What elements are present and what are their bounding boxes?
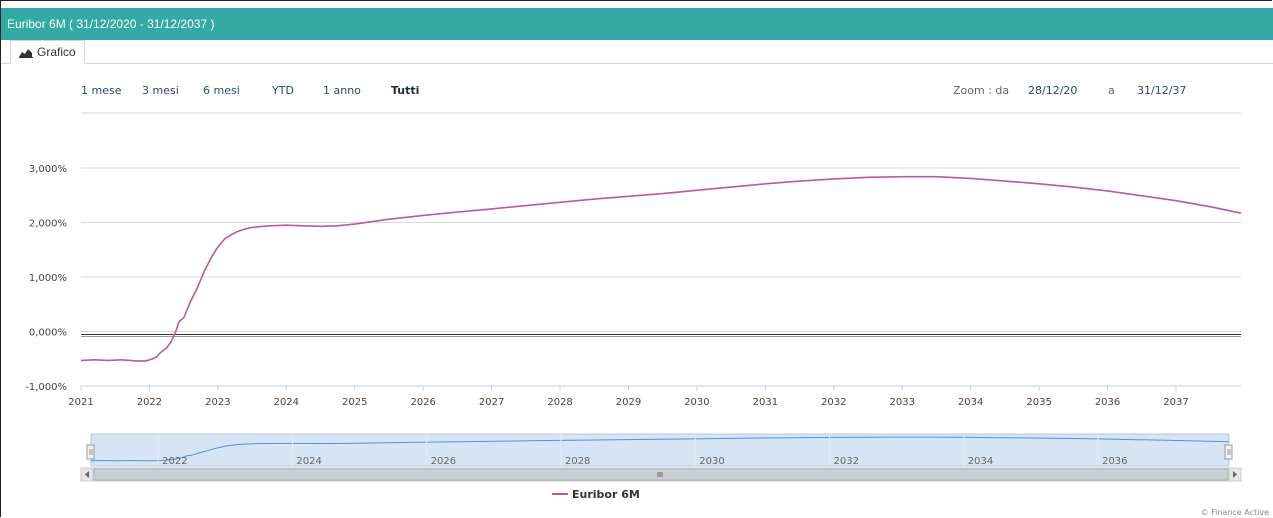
x-axis: 2021 2022 2023 2024 2025 2026 2027 2028 2029 2030… [68, 385, 1241, 408]
range-button-1-mese[interactable]: 1 mese [81, 84, 122, 97]
navigator-label: 2026 [431, 456, 456, 467]
range-button-ytd[interactable]: YTD [272, 84, 294, 97]
x-tick-label: 2022 [137, 397, 162, 408]
zoom-to-label: a [1108, 84, 1115, 97]
x-tick-label: 2029 [616, 397, 641, 408]
tab-grafico-label: Grafico [37, 45, 76, 59]
range-button-6-mesi[interactable]: 6 mesi [203, 84, 240, 97]
x-tick-label: 2037 [1163, 397, 1188, 408]
navigator-label: 2032 [834, 456, 859, 467]
tab-bar: Grafico [1, 40, 1273, 64]
range-button-tutti[interactable]: Tutti [391, 84, 420, 97]
x-tick-label: 2026 [410, 397, 435, 408]
zoom-to-input[interactable]: 31/12/37 [1137, 84, 1187, 97]
x-tick-label: 2027 [479, 397, 504, 408]
range-button-3-mesi[interactable]: 3 mesi [142, 84, 179, 97]
y-tick-label: 1,000% [29, 273, 67, 284]
area-chart-icon [19, 48, 33, 58]
navigator-label: 2034 [968, 456, 993, 467]
legend-item-euribor-6m[interactable]: Euribor 6M [552, 488, 640, 501]
y-tick-label: 2,000% [29, 219, 67, 230]
x-tick-label: 2036 [1095, 397, 1120, 408]
navigator-series-line [90, 436, 1230, 462]
grid-lines [81, 112, 1241, 387]
y-tick-label: 0,000% [29, 328, 67, 339]
zoom-from-input[interactable]: 28/12/20 [1028, 84, 1078, 97]
y-axis: -1,000% 0,000% 1,000% 2,000% 3,000% [25, 164, 67, 393]
legend-label: Euribor 6M [572, 488, 640, 501]
x-tick-label: 2034 [958, 397, 983, 408]
tab-grafico[interactable]: Grafico [10, 40, 85, 64]
zoom-label: Zoom : da [953, 84, 1010, 97]
navigator-label: 2036 [1102, 456, 1127, 467]
y-tick-label: -1,000% [25, 382, 67, 393]
navigator-label: 2028 [565, 456, 590, 467]
legend-swatch [552, 493, 568, 495]
credits: © Finance Active [1200, 508, 1269, 517]
x-tick-label: 2023 [205, 397, 230, 408]
series-line-euribor-6m [80, 175, 1242, 362]
plot-area [80, 175, 1242, 362]
range-button-1-anno[interactable]: 1 anno [323, 84, 361, 97]
x-tick-label: 2021 [68, 397, 93, 408]
scrollbar-thumb[interactable] [93, 468, 1229, 481]
x-tick-label: 2032 [821, 397, 846, 408]
navigator-label: 2030 [699, 456, 724, 467]
x-tick-label: 2033 [890, 397, 915, 408]
navigator-label: 2024 [296, 456, 321, 467]
arrow-left-icon [85, 471, 89, 478]
navigator-label: 2022 [162, 456, 187, 467]
window-title: Euribor 6M ( 31/12/2020 - 31/12/2037 ) [1, 8, 1273, 40]
navigator[interactable]: 2022 2024 2026 2028 2030 2032 2034 2036 [80, 433, 1242, 482]
x-tick-label: 2028 [547, 397, 572, 408]
y-tick-label: 3,000% [29, 164, 67, 175]
x-tick-label: 2025 [342, 397, 367, 408]
x-tick-label: 2035 [1026, 397, 1051, 408]
x-tick-label: 2030 [684, 397, 709, 408]
arrow-right-icon [1233, 471, 1237, 478]
x-tick-label: 2024 [274, 397, 299, 408]
x-tick-label: 2031 [753, 397, 778, 408]
